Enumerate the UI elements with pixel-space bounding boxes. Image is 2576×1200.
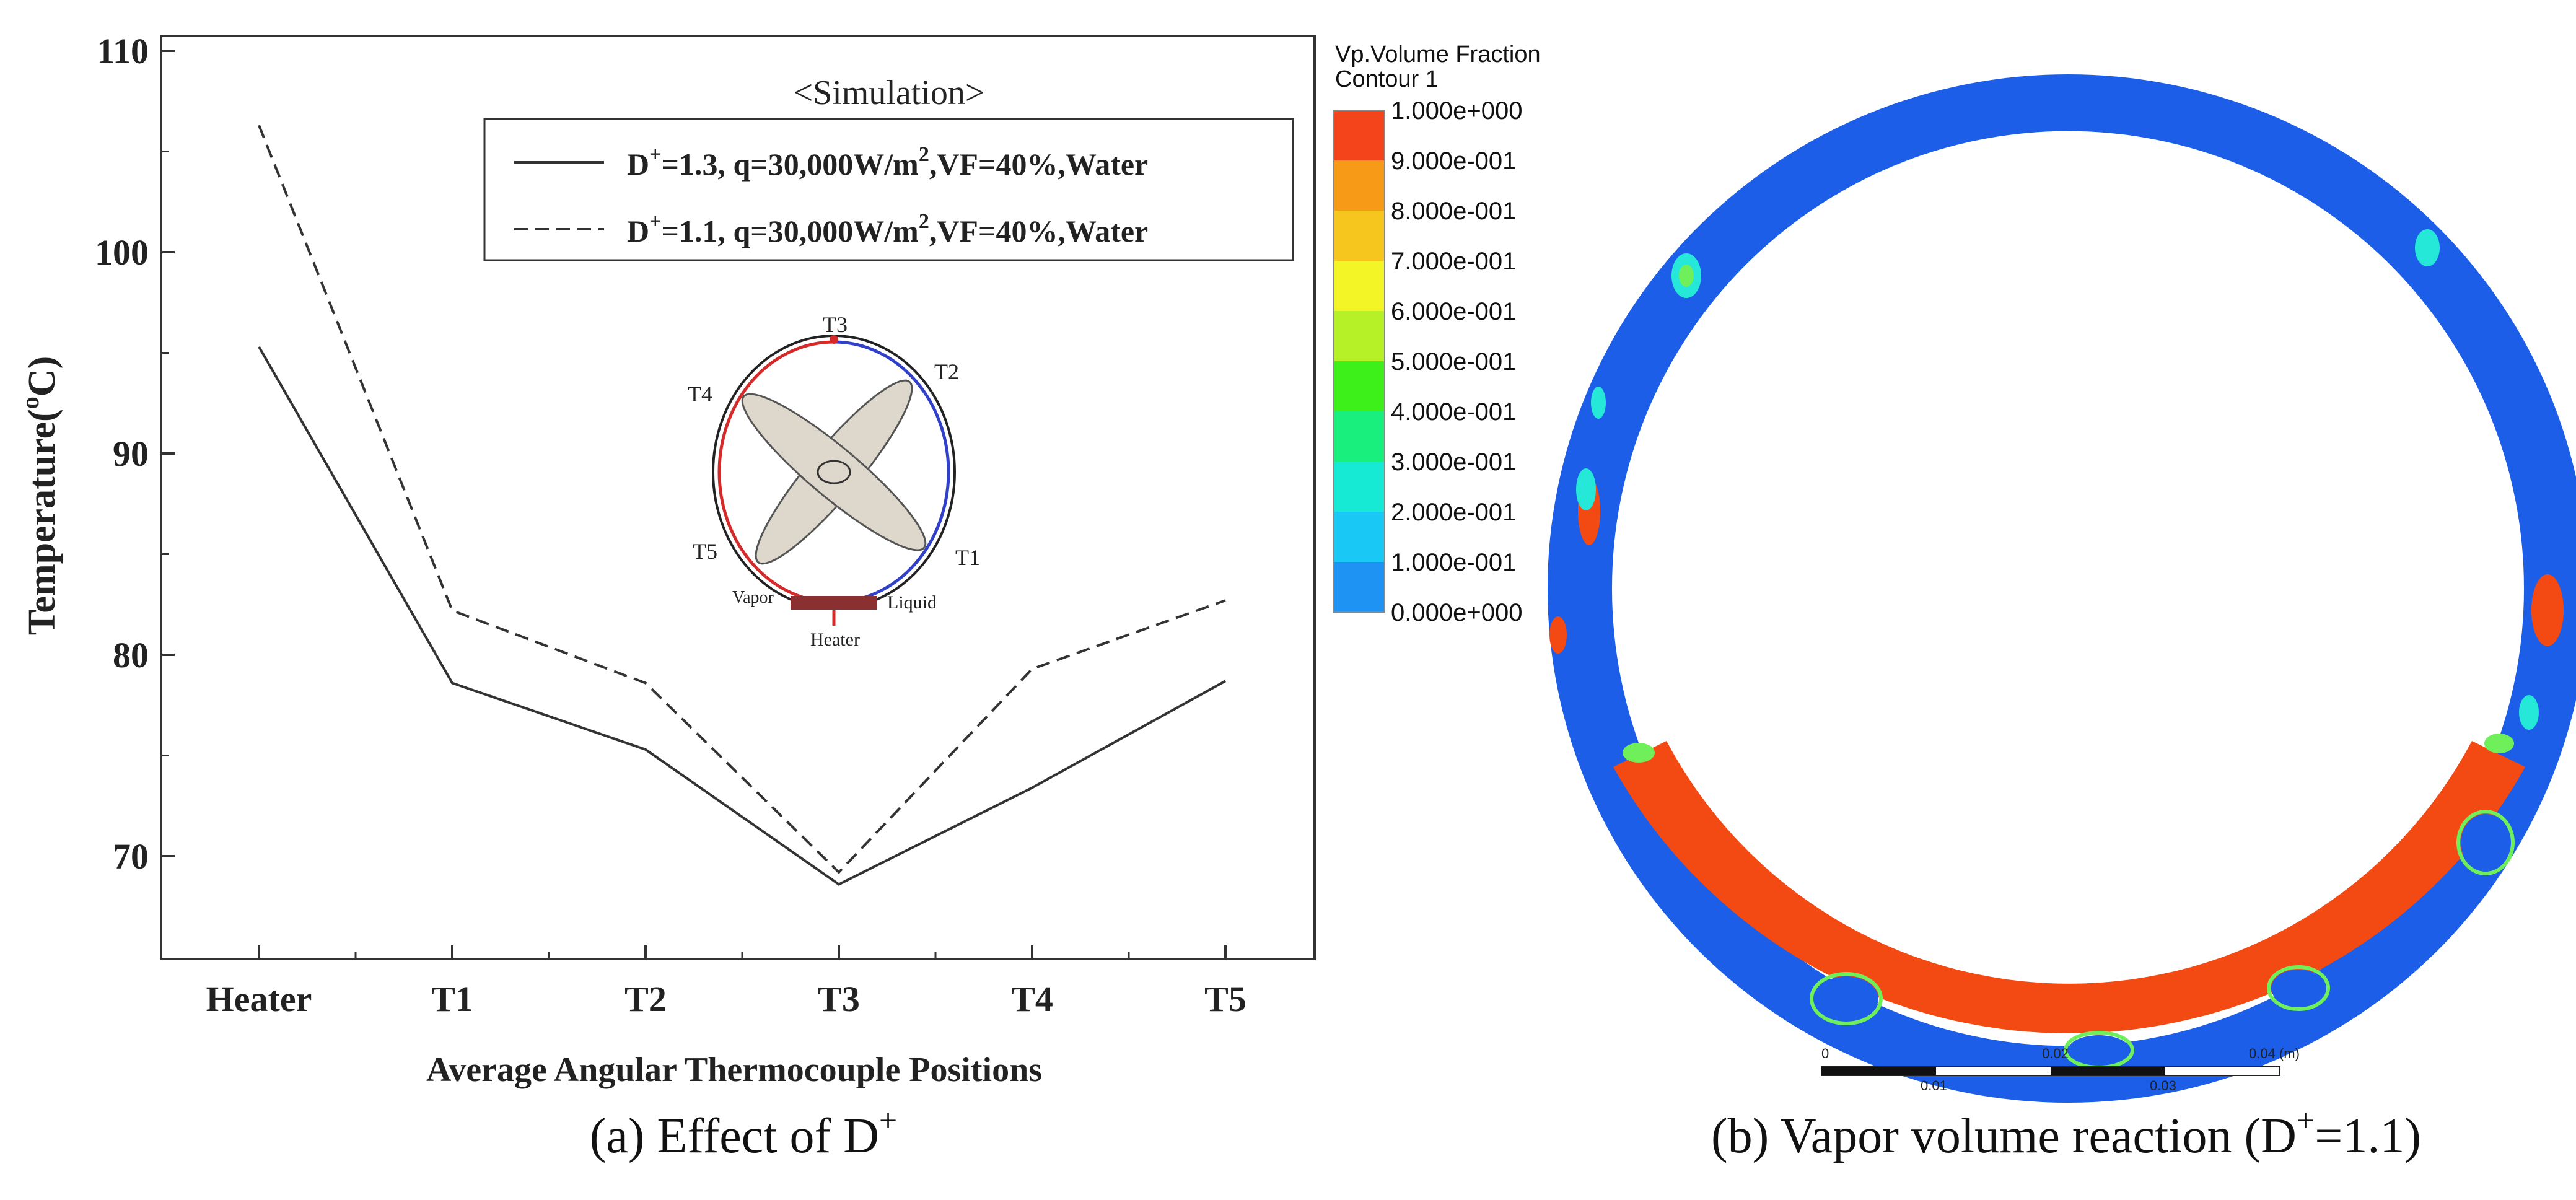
- caption-a: (a) Effect of D+: [590, 1103, 897, 1163]
- y-tick-label-70: 70: [113, 836, 149, 877]
- vapor-patch: [1549, 616, 1567, 654]
- series-line-dashed: [258, 125, 1226, 874]
- legend-entry-solid: D+=1.3, q=30,000W/m2,VF=40%,Water: [627, 143, 1148, 182]
- scale-label-004: 0.04 (m): [2249, 1046, 2300, 1061]
- x-tick-label-t5: T5: [1204, 979, 1246, 1019]
- schematic-inset: T3 T2 T4 T5 T1 Vapor Liquid Heater: [688, 312, 980, 650]
- scale-label-001: 0.01: [1921, 1078, 1947, 1093]
- plot-frame: [160, 35, 1316, 960]
- inset-label-t3: T3: [823, 312, 848, 337]
- scale-label-003: 0.03: [2150, 1078, 2176, 1093]
- inset-label-heater: Heater: [810, 629, 860, 650]
- ring-liquid: [1548, 74, 2576, 1103]
- vapor-patch: [2531, 574, 2564, 646]
- colorbar-label: 3.000e-001: [1391, 449, 1516, 476]
- colorbar-title-line2: Contour 1: [1335, 66, 1439, 92]
- x-tick-label-t4: T4: [1011, 979, 1053, 1019]
- colorbar-segment: [1334, 361, 1385, 412]
- annulus-contour: [1548, 74, 2576, 1103]
- colorbar-label: 1.000e-001: [1391, 549, 1516, 576]
- x-tick-label-t3: T3: [818, 979, 860, 1019]
- colorbar-segment: [1334, 462, 1385, 512]
- y-tick-label-110: 110: [97, 31, 149, 71]
- colorbar-segment: [1334, 512, 1385, 563]
- x-tick-label-heater: Heater: [206, 979, 312, 1019]
- x-tick-label-t1: T1: [431, 979, 473, 1019]
- inset-label-t2: T2: [934, 359, 959, 384]
- colorbar-frame: [1333, 110, 1385, 613]
- colorbar-label: 0.000e+000: [1391, 599, 1522, 626]
- ring-vapor: [1613, 741, 2525, 1033]
- scale-bar: 0 0.02 0.04 (m) 0.01 0.03: [1821, 1046, 2300, 1093]
- colorbar-segment: [1334, 311, 1385, 362]
- x-tick-label-t2: T2: [624, 979, 667, 1019]
- colorbar-label: 2.000e-001: [1391, 499, 1516, 526]
- y-axis-ticks: 70 80 90 100 110: [95, 31, 175, 877]
- panel-b-contour: Vp.Volume Fraction Contour 1 1.000e+000 9…: [1333, 42, 2576, 1163]
- x-axis-ticks: Heater T1 T2 T3 T4 T5: [206, 945, 1246, 1019]
- legend: D+=1.3, q=30,000W/m2,VF=40%,Water D+=1.1…: [483, 118, 1294, 261]
- colorbar-label: 8.000e-001: [1391, 198, 1516, 225]
- x-axis-label: Average Angular Thermocouple Positions: [426, 1051, 1042, 1089]
- scale-label-0: 0: [1821, 1046, 1829, 1061]
- y-tick-label-80: 80: [113, 635, 149, 675]
- chart-title: <Simulation>: [794, 74, 985, 112]
- legend-entry-dashed: D+=1.1, q=30,000W/m2,VF=40%,Water: [627, 210, 1148, 248]
- inset-label-t1: T1: [955, 545, 980, 570]
- colorbar-label: 6.000e-001: [1391, 298, 1516, 325]
- colorbar-title-line1: Vp.Volume Fraction: [1335, 42, 1541, 68]
- y-axis-label: Temperature(oC): [16, 356, 63, 635]
- colorbar-label: 5.000e-001: [1391, 348, 1516, 375]
- inset-label-liquid: Liquid: [887, 592, 937, 613]
- y-tick-label-90: 90: [113, 434, 149, 474]
- y-tick-label-100: 100: [95, 232, 149, 273]
- legend-box: [483, 118, 1294, 261]
- colorbar-segment: [1334, 110, 1385, 161]
- colorbar-segment: [1334, 261, 1385, 312]
- colorbar-label: 1.000e+000: [1391, 97, 1522, 125]
- inset-label-t4: T4: [688, 382, 712, 406]
- panel-a-chart: 70 80 90 100 110 Heater T1 T2 T3 T4 T5 Temperatur…: [16, 31, 1316, 1163]
- series-group: [258, 125, 1226, 886]
- scale-label-002: 0.02: [2042, 1046, 2069, 1061]
- colorbar-segment: [1334, 411, 1385, 462]
- heater-block: [791, 596, 877, 610]
- colorbar-label: 4.000e-001: [1391, 398, 1516, 426]
- colorbar-segment: [1334, 562, 1385, 613]
- inset-label-vapor: Vapor: [732, 588, 774, 607]
- colorbar-label: 9.000e-001: [1391, 147, 1516, 175]
- caption-b: (b) Vapor volume reaction (D+=1.1): [1711, 1103, 2421, 1163]
- series-line-solid: [258, 346, 1226, 886]
- inset-label-t5: T5: [693, 539, 717, 564]
- colorbar-segment: [1334, 211, 1385, 261]
- colorbar: 1.000e+000 9.000e-001 8.000e-001 7.000e-001…: [1333, 97, 1522, 626]
- colorbar-segment: [1334, 160, 1385, 211]
- mixed-phase-speckles: [1576, 229, 2539, 1069]
- colorbar-label: 7.000e-001: [1391, 248, 1516, 275]
